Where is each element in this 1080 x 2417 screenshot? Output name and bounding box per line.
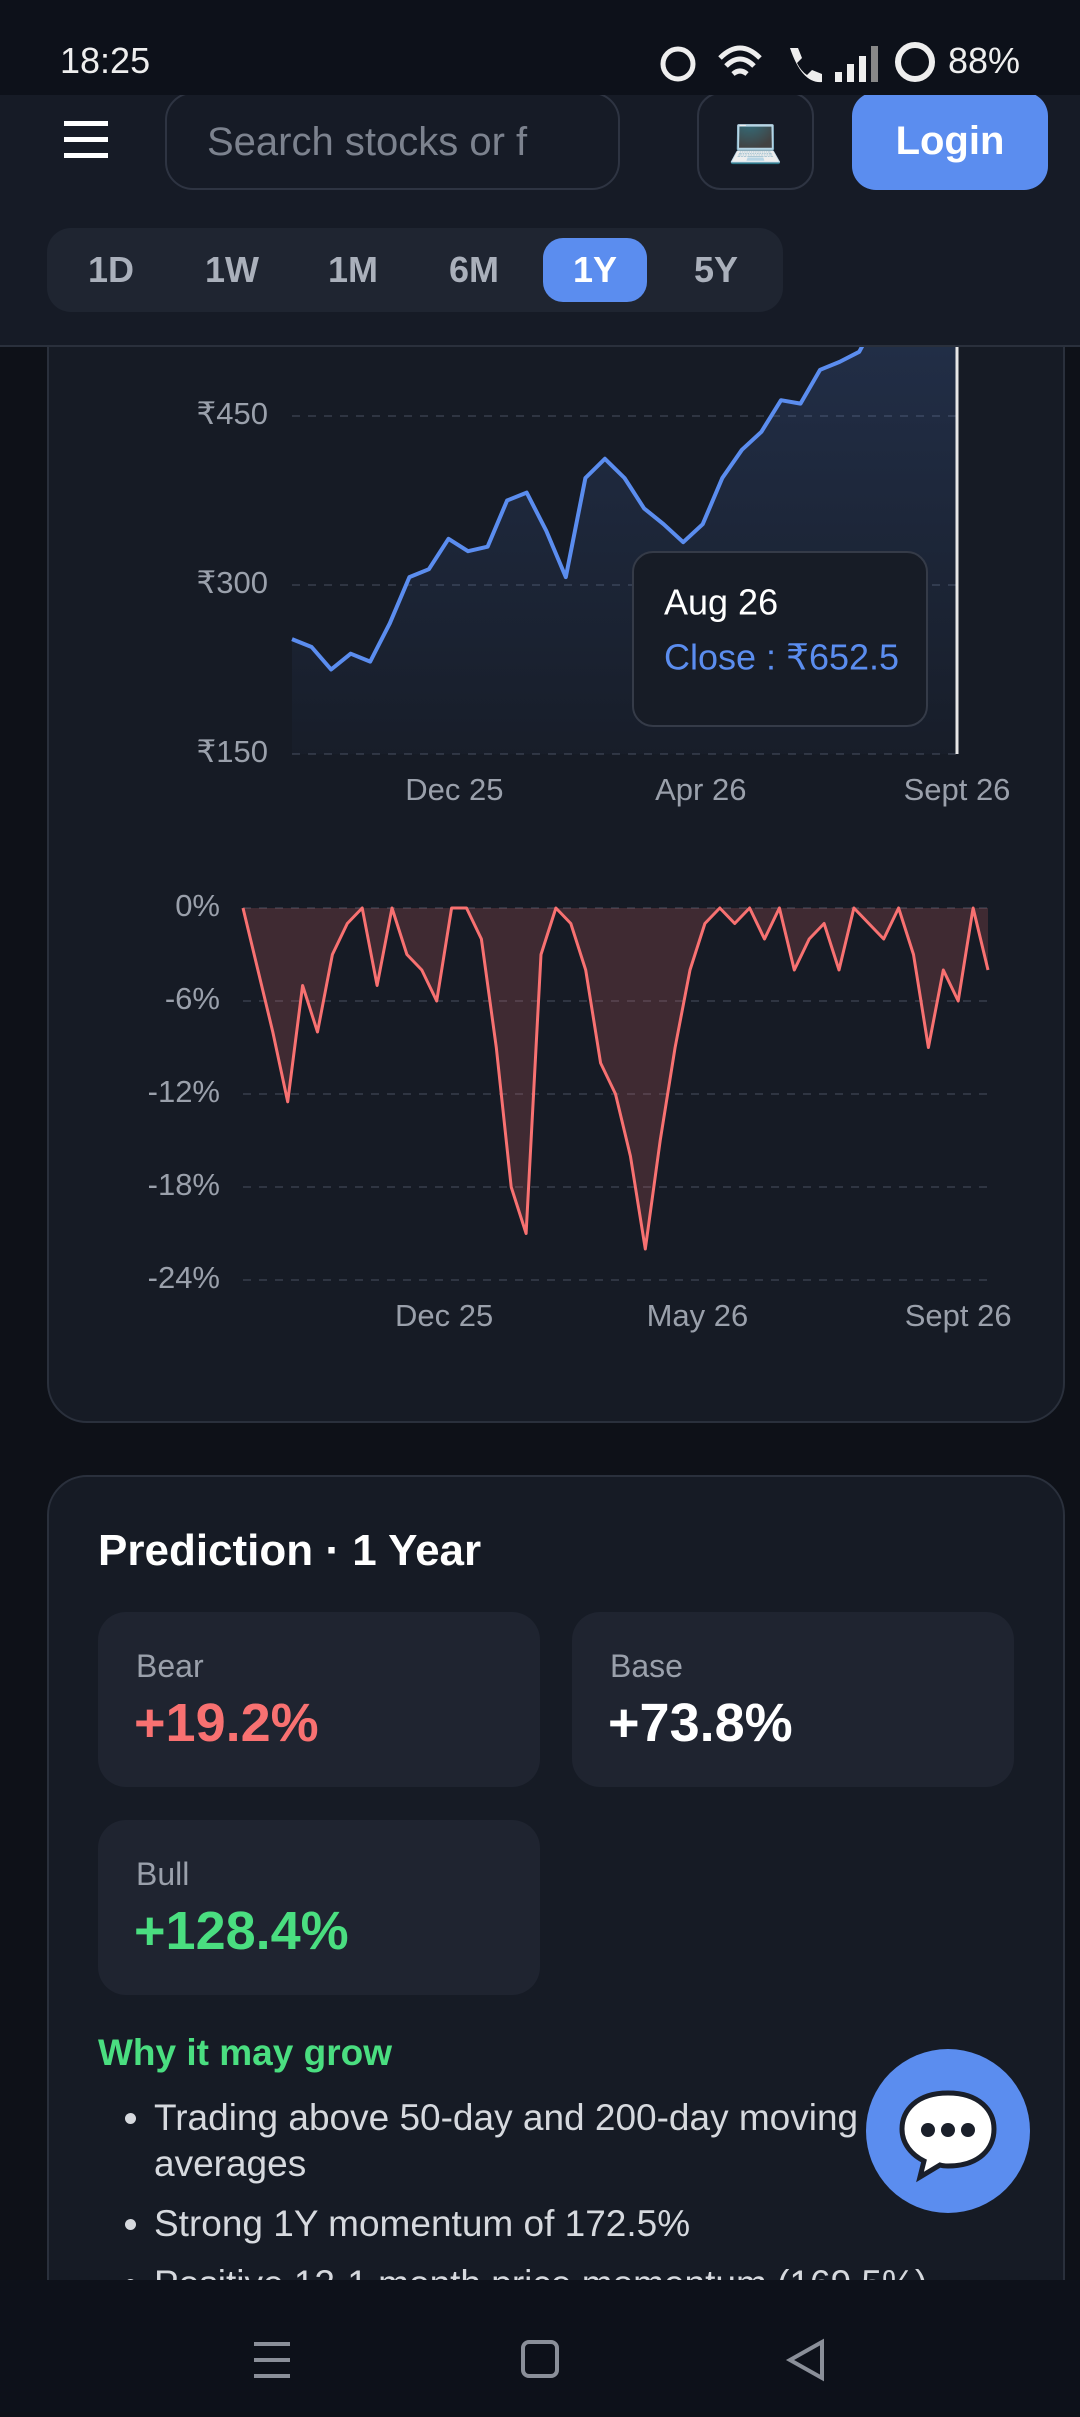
price-line bbox=[291, 186, 959, 672]
range-tab[interactable]: 6M bbox=[448, 249, 499, 290]
x-tick-label: Apr 26 bbox=[655, 772, 746, 807]
range-tab[interactable]: 1D bbox=[87, 249, 135, 290]
battery-ring bbox=[895, 42, 935, 82]
scenario-value: +128.4% bbox=[134, 1901, 349, 1961]
login-button[interactable]: Login bbox=[852, 92, 1048, 190]
range-tab[interactable]: 5Y bbox=[693, 249, 739, 290]
scenario-box: Base +73.8% bbox=[572, 1612, 1014, 1787]
scenario-value: +73.8% bbox=[608, 1693, 793, 1753]
nav-icons bbox=[254, 2338, 824, 2382]
tooltip-value: Close : ₹652.5 bbox=[664, 637, 899, 678]
tooltip-date: Aug 26 bbox=[664, 582, 778, 623]
chat-button[interactable] bbox=[866, 2049, 1030, 2213]
x-tick-label: Sept 26 bbox=[905, 1298, 1012, 1333]
tooltip bbox=[632, 551, 928, 727]
y-tick-label: -6% bbox=[165, 981, 220, 1016]
scenario-name: Bull bbox=[136, 1856, 190, 1892]
range-tab[interactable]: 1Y bbox=[543, 238, 647, 302]
reasons-list: Trading above 50-day and 200-day moving … bbox=[112, 2095, 974, 2280]
home-button[interactable] bbox=[521, 2340, 559, 2378]
recents-button[interactable] bbox=[254, 2342, 290, 2378]
range-tabs: 1D 1W 1M 6M 1Y 5Y bbox=[47, 228, 783, 312]
app-header: Search stocks or f 💻 Login 1D 1W 1M 6M 1Y 5Y bbox=[0, 92, 1080, 347]
reason-item: Positive 12-1 month price momentum (169.… bbox=[154, 2261, 974, 2280]
range-tab[interactable]: 1M bbox=[327, 249, 378, 290]
range-tab[interactable]: 1W bbox=[205, 249, 259, 290]
y-tick-label: -12% bbox=[148, 1074, 220, 1109]
search-input[interactable]: Search stocks or f bbox=[165, 92, 620, 190]
status-bar: 18:25 88% bbox=[0, 0, 1080, 95]
y-tick-label: -24% bbox=[148, 1260, 220, 1295]
x-tick-label: Sept 26 bbox=[904, 772, 1011, 807]
x-tick-label: May 26 bbox=[647, 1298, 749, 1333]
y-tick-label: ₹150 bbox=[197, 734, 268, 769]
scenario-box: Bull +128.4% bbox=[98, 1820, 540, 1995]
reason-item: Strong 1Y momentum of 172.5% bbox=[154, 2201, 974, 2247]
drawdown-line bbox=[241, 906, 990, 1251]
menu-button[interactable] bbox=[64, 117, 110, 163]
back-button[interactable] bbox=[785, 2338, 824, 2382]
clock: 18:25 bbox=[60, 40, 151, 81]
nav-bar bbox=[0, 2280, 1080, 2412]
scenario-name: Base bbox=[610, 1648, 683, 1684]
reason-item: Trading above 50-day and 200-day moving … bbox=[154, 2095, 974, 2187]
y-tick-label: ₹450 bbox=[197, 396, 268, 431]
charts: ₹150 ₹300 ₹450 Dec 25 Apr 26 Sept 26 Aug 26 Clo… bbox=[148, 186, 1012, 1333]
y-tick-label: -18% bbox=[148, 1167, 220, 1202]
scenario-name: Bear bbox=[136, 1648, 204, 1684]
y-tick-label: 0% bbox=[175, 888, 220, 923]
prediction-title: Prediction · 1 Year bbox=[98, 1526, 482, 1575]
y-tick-label: ₹300 bbox=[197, 565, 268, 600]
scenario-value: +19.2% bbox=[134, 1693, 319, 1753]
x-tick-label: Dec 25 bbox=[405, 772, 503, 807]
drawdown-area bbox=[243, 908, 988, 1249]
reasons-title: Why it may grow bbox=[98, 2032, 392, 2073]
scenario-box: Bear +19.2% bbox=[98, 1612, 540, 1787]
battery: 88% bbox=[947, 40, 1020, 81]
device-button[interactable]: 💻 bbox=[697, 92, 814, 190]
status-icons bbox=[660, 45, 878, 83]
x-tick-label: Dec 25 bbox=[395, 1298, 493, 1333]
chat-icon bbox=[899, 2090, 997, 2183]
